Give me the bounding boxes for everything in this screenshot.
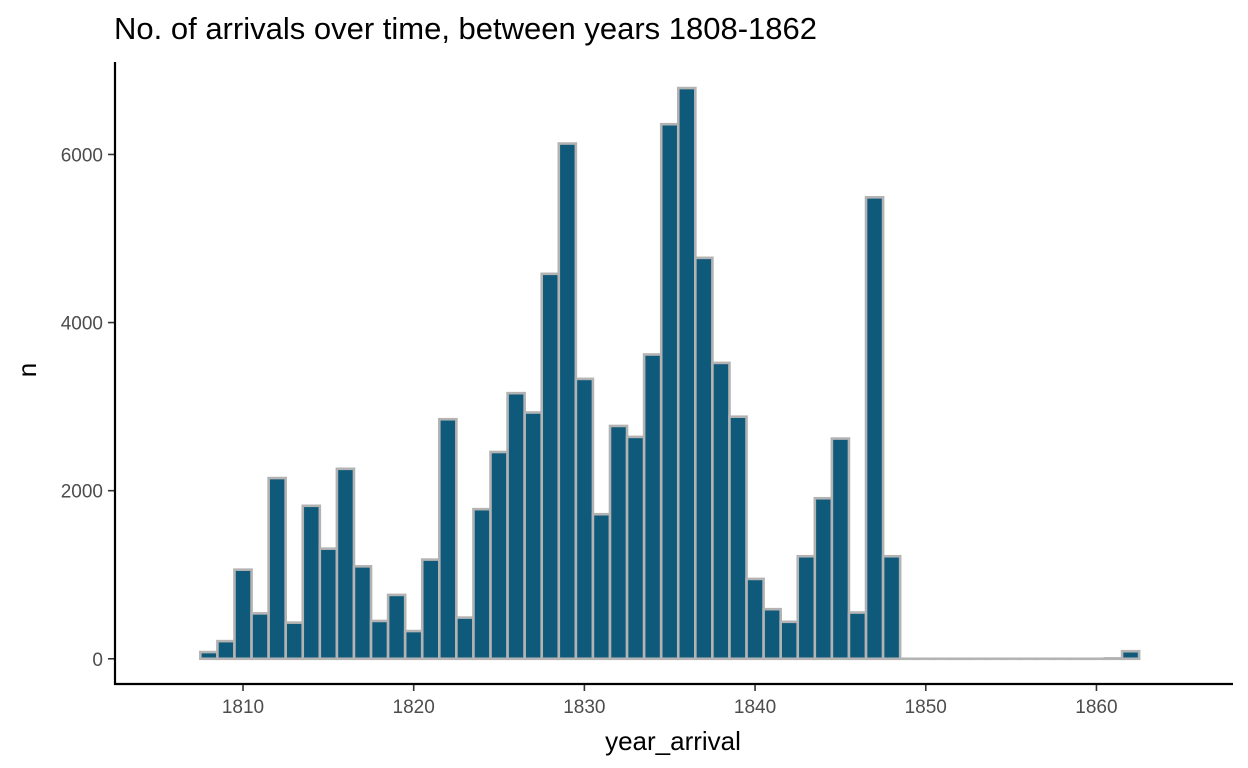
x-tick-label-1840: 1840 [734,697,776,718]
y-tick-label-0: 0 [92,650,103,671]
x-tick-label-1850: 1850 [905,697,947,718]
bar-1843 [796,554,817,661]
bar-1846 [847,611,868,661]
bar-1847 [864,196,885,661]
bar-1811 [250,612,270,661]
x-tick-label-1810: 1810 [222,697,264,718]
y-tick-label-6000: 6000 [61,145,103,166]
bar-1808 [199,650,219,661]
bar-1810 [233,568,253,661]
bar-1813 [284,621,305,661]
bar-1817 [352,565,373,661]
bar-1816 [335,467,356,661]
bars-layer [199,86,1141,661]
bar-1815 [318,547,339,661]
bar-1822 [438,417,458,661]
bar-1836 [676,86,697,661]
y-tick-label-4000: 4000 [61,314,103,335]
bar-1823 [455,616,475,661]
x-tick-label-1820: 1820 [393,697,435,718]
bar-1826 [506,391,526,661]
bar-1818 [369,619,390,661]
x-axis-label: year_arrival [605,726,741,756]
bar-1841 [762,607,782,661]
bar-1821 [420,558,441,661]
y-tick-label-2000: 2000 [61,482,103,503]
bar-1820 [403,629,424,661]
bar-1828 [540,272,561,661]
bar-1814 [301,504,322,661]
x-ticks: 1810 1820 1830 1840 1850 1860 [222,685,1118,718]
bar-1827 [523,411,544,661]
bar-1842 [779,620,800,661]
bar-1848 [881,554,902,661]
bar-1819 [386,593,407,661]
bar-1837 [694,256,714,661]
bar-1840 [745,577,765,661]
bar-1844 [813,496,834,661]
bar-1862 [1120,649,1141,661]
bar-1839 [728,415,748,661]
x-tick-label-1860: 1860 [1075,697,1117,718]
bar-1830 [574,377,595,661]
bar-1838 [711,361,731,661]
bar-1835 [659,122,680,661]
bar-1809 [216,639,236,661]
x-tick-label-1830: 1830 [563,697,605,718]
chart-title: No. of arrivals over time, between years… [114,11,817,46]
bar-1812 [267,476,287,661]
bar-1845 [830,437,851,661]
bar-1829 [557,142,578,661]
bar-1834 [642,353,663,661]
y-ticks: 0 2000 4000 6000 [61,145,114,671]
bar-1831 [591,512,612,661]
bar-1824 [472,507,492,661]
y-axis-label: n [12,363,42,377]
bar-1825 [489,450,509,661]
bar-1832 [608,424,629,661]
bar-1833 [625,435,646,661]
